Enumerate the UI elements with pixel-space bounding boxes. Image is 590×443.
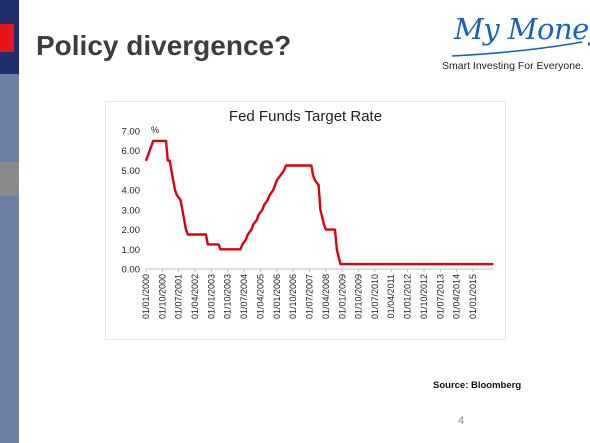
x-tick-label: 01/04/2005 — [255, 274, 265, 319]
x-tick-label: 01/10/2003 — [223, 274, 233, 319]
series-point — [339, 263, 341, 265]
series-point — [170, 169, 172, 171]
x-tick-label: 01/07/2010 — [370, 274, 380, 319]
x-tick-label: 01/04/2014 — [452, 274, 462, 319]
series-point — [276, 179, 278, 181]
x-tick-label: 01/01/2000 — [141, 274, 151, 319]
x-tick-label: 01/07/2013 — [435, 274, 445, 319]
series-point — [245, 238, 247, 240]
x-tick-label: 01/10/2006 — [288, 274, 298, 319]
series-point — [252, 224, 254, 226]
y-tick-label: 7.00 — [122, 127, 141, 138]
series-points — [145, 140, 494, 265]
series-point — [145, 160, 147, 162]
series-line-fed-funds-rate — [144, 139, 493, 266]
series-point — [274, 184, 276, 186]
series-point — [165, 140, 167, 142]
series-point — [207, 243, 209, 245]
source-note: Source: Bloomberg — [433, 380, 522, 391]
y-tick-label: 1.00 — [122, 245, 141, 256]
series-point — [261, 209, 263, 211]
chart-title: Fed Funds Target Rate — [228, 108, 383, 125]
series-point — [336, 248, 338, 250]
series-point — [323, 224, 325, 226]
x-tick-label: 01/07/2004 — [239, 274, 249, 319]
x-tick-label: 01/10/2012 — [419, 274, 429, 319]
series-point — [205, 233, 207, 236]
y-tick-label: 5.00 — [122, 166, 141, 177]
series-point — [267, 199, 269, 201]
series-point — [174, 189, 176, 191]
series-point — [250, 229, 252, 231]
series-point — [179, 199, 182, 201]
x-tick-label: 01/04/2008 — [321, 274, 331, 319]
x-axis-ticks: 01/01/2000 01/10/2000 01/07/2001 01/04/2002… — [141, 269, 478, 319]
series-point — [318, 184, 320, 186]
series-point — [241, 243, 243, 245]
x-tick-label: 01/10/2000 — [157, 274, 167, 319]
series-point — [239, 248, 241, 250]
x-tick-label: 01/01/2003 — [206, 274, 216, 319]
series-point — [319, 209, 321, 211]
fed-funds-chart: 0.00 1.00 2.00 3.00 4.00 5.00 6.00 7.00 01/01/2… — [122, 125, 494, 319]
x-tick-label: 01/07/2007 — [304, 274, 314, 319]
series-point — [147, 155, 149, 157]
page-number: 4 — [458, 415, 465, 427]
series-point — [263, 204, 265, 206]
series-point — [219, 248, 221, 250]
series-point — [334, 229, 336, 231]
series-point — [176, 194, 178, 196]
left-accent-red-block — [0, 24, 14, 52]
logo-swoosh-icon — [451, 41, 583, 57]
brand-logo: My Money — [448, 10, 590, 74]
series-point — [269, 194, 271, 196]
y-tick-label: 2.00 — [122, 225, 141, 236]
y-tick-label: 6.00 — [122, 146, 141, 157]
left-accent-bar — [0, 0, 19, 443]
series-point — [247, 233, 249, 236]
series-point — [169, 160, 171, 162]
x-tick-label: 01/04/2002 — [190, 274, 200, 319]
y-tick-label: 3.00 — [122, 205, 141, 216]
x-tick-label: 01/10/2009 — [354, 274, 364, 319]
y-tick-label: 4.00 — [122, 186, 141, 197]
slide-title: Policy divergence? — [36, 30, 292, 61]
series-point — [258, 214, 260, 216]
series-point — [325, 229, 327, 231]
x-tick-label: 01/01/2006 — [272, 274, 282, 319]
series-point — [181, 209, 183, 211]
series-point — [218, 243, 220, 245]
series-point — [310, 164, 312, 167]
series-point — [149, 150, 151, 152]
x-tick-label: 01/01/2015 — [468, 274, 478, 319]
series-point — [185, 229, 187, 231]
chart-panel: Fed Funds Target Rate 0.00 1.00 2.00 3.00 4.… — [105, 101, 506, 340]
series-point — [314, 179, 316, 181]
logo-wordmark: My Money — [454, 12, 590, 46]
series-point — [183, 219, 185, 221]
series-point — [283, 169, 285, 171]
x-tick-label: 01/07/2001 — [174, 274, 184, 319]
y-tick-label: 0.00 — [122, 265, 141, 276]
series-point — [172, 179, 174, 181]
series-point — [492, 263, 494, 265]
series-point — [272, 189, 274, 191]
x-tick-label: 01/04/2011 — [386, 274, 396, 318]
series-point — [187, 233, 189, 236]
left-accent-grey-block — [0, 162, 19, 196]
series-point — [312, 174, 314, 176]
x-tick-label: 01/01/2009 — [337, 274, 347, 319]
series-point — [152, 140, 154, 142]
unit-label: % — [151, 125, 159, 135]
series-point — [285, 164, 287, 167]
series-point — [256, 219, 258, 221]
y-axis-ticks: 0.00 1.00 2.00 3.00 4.00 5.00 6.00 7.00 — [122, 127, 141, 276]
series-point — [279, 174, 281, 176]
series-point — [490, 263, 492, 265]
series-point — [167, 160, 169, 162]
x-tick-label: 01/01/2012 — [403, 274, 413, 319]
brand-tagline: Smart Investing For Everyone. — [442, 60, 584, 72]
